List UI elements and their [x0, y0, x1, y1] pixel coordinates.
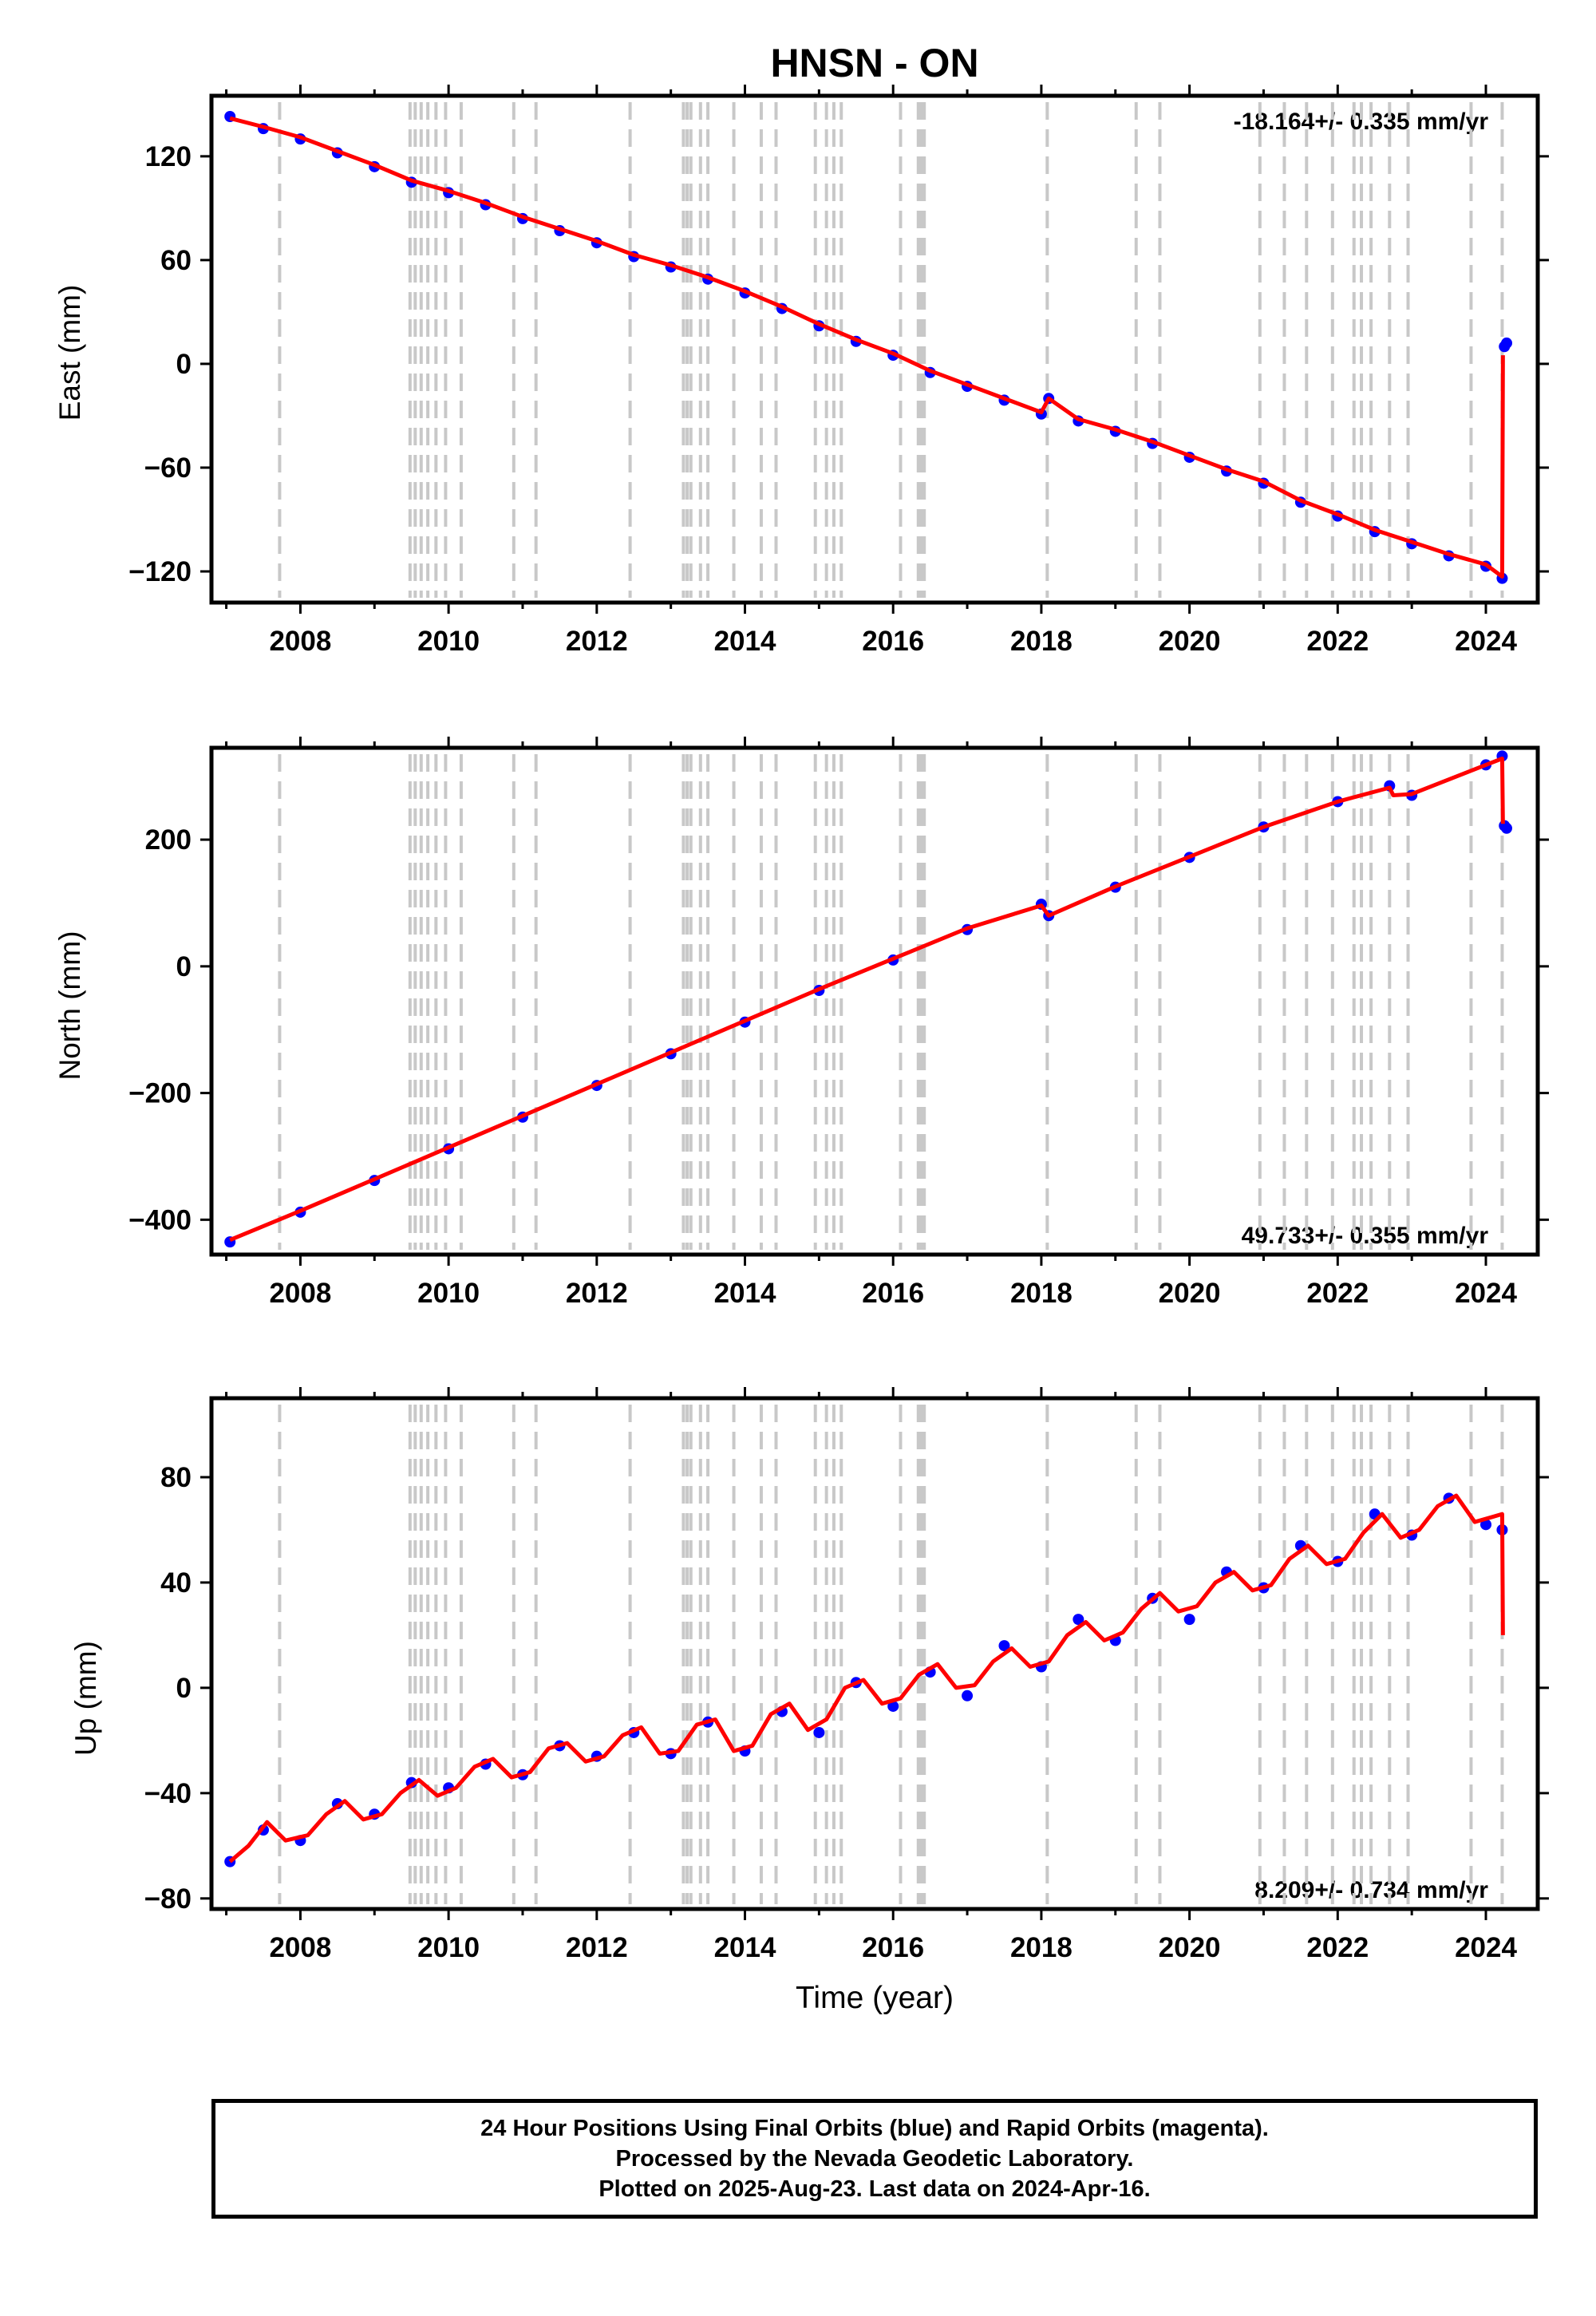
north-y-tick-label: −200 — [128, 1078, 192, 1109]
east-x-tick-label: 2018 — [1010, 626, 1073, 657]
east-y-axis-label: East (mm) — [53, 285, 86, 421]
up-y-tick-label: −40 — [144, 1778, 192, 1809]
up-x-tick-label: 2012 — [566, 1932, 628, 1963]
north-model-line — [229, 756, 1505, 1243]
up-x-tick-label: 2016 — [862, 1932, 924, 1963]
east-x-tick-label: 2010 — [417, 626, 480, 657]
east-y-tick-label: −120 — [128, 556, 192, 587]
up-model-line — [228, 1493, 1505, 1863]
north-plot-frame — [209, 745, 1540, 1257]
up-data-point — [1480, 1519, 1492, 1531]
east-x-tick-label: 2022 — [1306, 626, 1369, 657]
footer-line-plotted: Plotted on 2025-Aug-23. Last data on 202… — [598, 2176, 1151, 2202]
up-x-tick-label: 2014 — [714, 1932, 776, 1963]
footer-line-orbits: 24 Hour Positions Using Final Orbits (bl… — [480, 2116, 1269, 2141]
east-y-tick-label: 60 — [160, 245, 192, 276]
east-y-tick-label: −60 — [144, 453, 192, 484]
up-plot-frame — [209, 1396, 1540, 1911]
up-panel: Up (mm) 8.209+/- 0.734 mm/yr Time (year)… — [69, 1387, 1549, 2015]
footer-line-processed: Processed by the Nevada Geodetic Laborat… — [615, 2146, 1134, 2172]
up-x-tick-label: 2024 — [1455, 1932, 1517, 1963]
east-model-line — [229, 116, 1505, 579]
up-y-axis-label: Up (mm) — [69, 1641, 102, 1756]
up-data-point — [1073, 1614, 1084, 1626]
north-x-tick-label: 2022 — [1306, 1278, 1369, 1309]
east-plot-frame — [209, 93, 1540, 605]
processing-notes-box: 24 Hour Positions Using Final Orbits (bl… — [211, 2099, 1538, 2219]
up-data-point — [1183, 1614, 1195, 1626]
up-x-tick-label: 2008 — [269, 1932, 331, 1963]
east-x-tick-label: 2024 — [1455, 626, 1517, 657]
north-x-tick-label: 2016 — [862, 1278, 924, 1309]
north-y-axis-label: North (mm) — [53, 931, 86, 1080]
up-x-tick-label: 2022 — [1306, 1932, 1369, 1963]
up-x-tick-label: 2020 — [1159, 1932, 1221, 1963]
east-y-tick-label: 120 — [145, 141, 192, 172]
east-x-tick-label: 2020 — [1159, 626, 1221, 657]
east-y-tick-label: 0 — [176, 349, 192, 380]
up-data-point — [813, 1726, 825, 1738]
north-panel: North (mm) 49.733+/- 0.355 mm/yr 2008 201… — [53, 737, 1549, 1309]
east-x-tick-label: 2016 — [862, 626, 924, 657]
up-y-tick-label: 0 — [176, 1673, 192, 1704]
north-data-point — [1501, 822, 1513, 834]
north-x-tick-label: 2008 — [269, 1278, 331, 1309]
east-x-tick-label: 2014 — [714, 626, 776, 657]
east-x-tick-label: 2008 — [269, 626, 331, 657]
north-y-tick-label: 200 — [145, 824, 192, 856]
east-data-point — [1501, 337, 1513, 349]
up-x-tick-label: 2010 — [417, 1932, 480, 1963]
up-y-tick-label: 40 — [160, 1567, 192, 1599]
east-x-tick-label: 2012 — [566, 626, 628, 657]
north-x-tick-label: 2012 — [566, 1278, 628, 1309]
north-y-tick-label: −400 — [128, 1204, 192, 1235]
up-y-tick-label: −80 — [144, 1883, 192, 1915]
x-axis-label: Time (year) — [796, 1981, 954, 2015]
up-data-point — [962, 1690, 974, 1701]
east-panel: East (mm) -18.164+/- 0.335 mm/yr 2008 201… — [53, 85, 1549, 657]
north-observations — [224, 750, 1513, 1248]
up-observations — [224, 1492, 1508, 1867]
north-y-tick-label: 0 — [176, 951, 192, 982]
up-y-tick-label: 80 — [160, 1462, 192, 1493]
north-x-tick-label: 2024 — [1455, 1278, 1517, 1309]
north-rate-label: 49.733+/- 0.355 mm/yr — [1242, 1223, 1489, 1249]
chart-title: HNSN - ON — [770, 41, 978, 85]
up-x-tick-label: 2018 — [1010, 1932, 1073, 1963]
north-x-tick-label: 2010 — [417, 1278, 480, 1309]
north-x-tick-label: 2018 — [1010, 1278, 1073, 1309]
north-x-tick-label: 2014 — [714, 1278, 776, 1309]
north-x-tick-label: 2020 — [1159, 1278, 1221, 1309]
up-data-point — [998, 1640, 1010, 1652]
up-data-point — [887, 1700, 899, 1712]
